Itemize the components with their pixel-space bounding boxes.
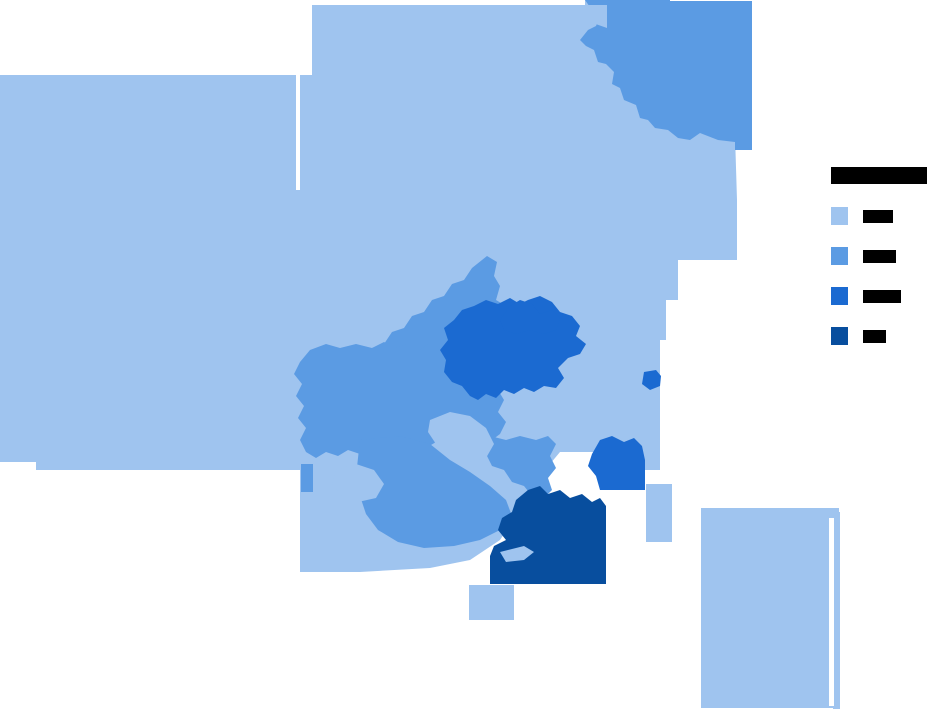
region-east-enclave[interactable]: [642, 370, 661, 390]
region-west-irregular-lower[interactable]: [356, 436, 512, 548]
legend-label-redaction-bar-1: [863, 209, 893, 223]
legend-label-redaction-bar-3: [863, 289, 901, 303]
region-interior-pocket-b[interactable]: [332, 464, 384, 502]
region-inset-panel[interactable]: [701, 508, 839, 708]
legend-item-1[interactable]: [831, 207, 927, 225]
region-northwest-block[interactable]: [0, 0, 737, 572]
region-inset-sliver[interactable]: [833, 512, 840, 709]
legend-item-3[interactable]: [831, 287, 927, 305]
region-central-core-top[interactable]: [500, 300, 560, 334]
region-interior-pocket-a[interactable]: [428, 412, 494, 462]
legend-swatch-3: [831, 287, 848, 305]
region-northeast-notch[interactable]: [585, 5, 607, 28]
legend-swatch-4: [831, 327, 848, 345]
legend-swatch-1: [831, 207, 848, 225]
legend-item-4[interactable]: [831, 327, 927, 345]
legend-label-redaction-bar-4: [863, 329, 886, 343]
region-southeast-patch[interactable]: [588, 436, 645, 490]
region-south-small-square[interactable]: [469, 585, 514, 620]
region-northeast-upper[interactable]: [580, 0, 752, 150]
region-east-strip[interactable]: [646, 484, 672, 542]
legend-item-2[interactable]: [831, 247, 927, 265]
legend-label-redaction-bar-2: [863, 249, 896, 263]
region-west-enclave[interactable]: [301, 464, 313, 492]
region-east-midband[interactable]: [660, 200, 737, 340]
legend-title-redaction-bar: [831, 167, 927, 184]
legend-swatch-2: [831, 247, 848, 265]
region-inset-gap: [829, 518, 834, 706]
region-dark-interior-notch[interactable]: [500, 546, 534, 562]
map-legend: [831, 167, 927, 367]
